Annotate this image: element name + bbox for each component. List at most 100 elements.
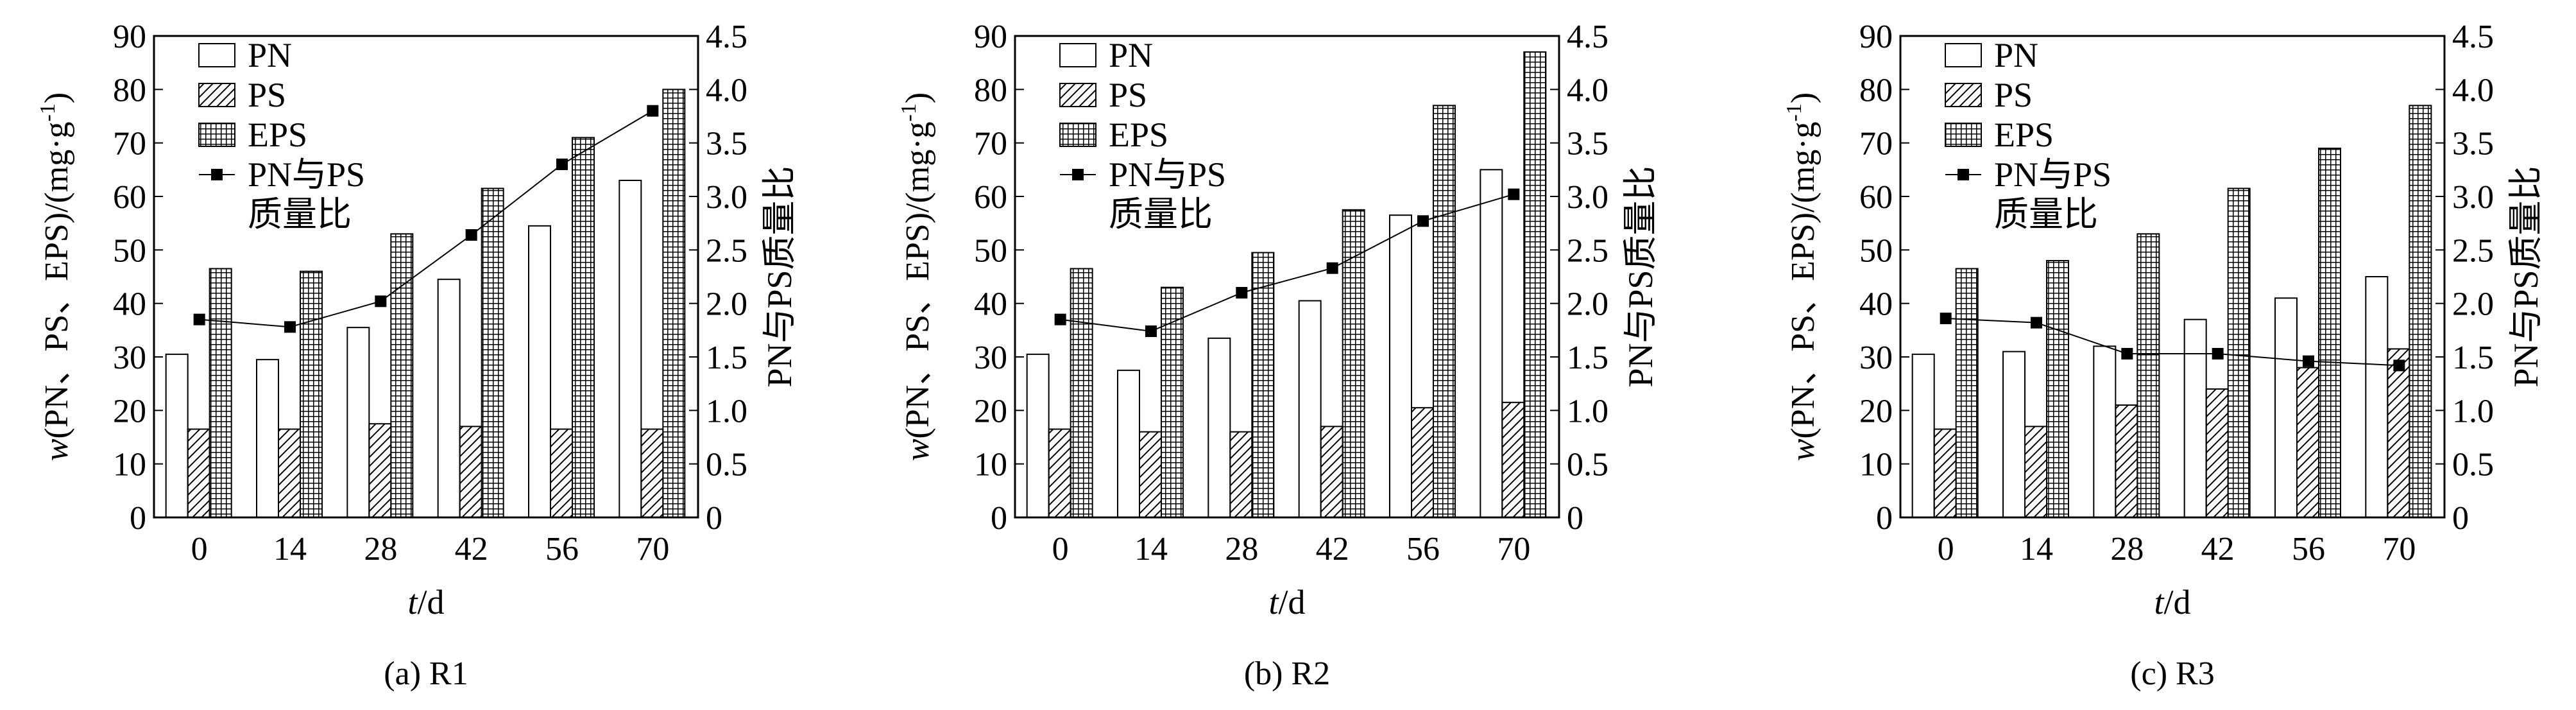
y2-tick-label: 2.5 [706, 232, 747, 269]
bar-eps-56 [2318, 148, 2341, 518]
bar-eps-0 [1955, 268, 1979, 518]
x-tick-label: 0 [1938, 531, 1954, 567]
chart-panel-1: 0 10 20 30 40 50 60 70 80 90 0 0.5 1.0 1.5 2.0 2.5 3.0 3.… [36, 19, 799, 692]
y2-tick-label: 0 [706, 500, 722, 537]
ratio-line [199, 110, 653, 328]
y-tick-label: 0 [130, 500, 146, 537]
bar-pn-0 [1911, 353, 1935, 518]
bar-pn-28 [2093, 345, 2117, 518]
bar-pn-70 [2365, 276, 2389, 518]
y-tick-label: 60 [1859, 179, 1893, 216]
y-tick-label: 70 [974, 126, 1007, 162]
x-tick-label: 70 [1497, 531, 1530, 567]
y2-tick-label: 4.0 [2452, 72, 2494, 108]
ratio-point-70 [2393, 359, 2405, 372]
y2-tick-label: 1.5 [706, 340, 747, 376]
x-axis-label-unit: /d [1279, 583, 1306, 621]
y-tick-label: 0 [1876, 500, 1893, 537]
y-axis-label-close: ) [1785, 92, 1821, 103]
bar-pn-56 [2274, 297, 2298, 518]
legend-label-pn: PN [1994, 36, 2038, 74]
ratio-point-28 [1236, 287, 1248, 299]
bar-eps-42 [481, 187, 504, 518]
y-tick-label: 30 [113, 340, 146, 376]
y-axis-label: w(PN、PS、EPS)/(mg·g-1) [1782, 92, 1821, 461]
ratio-point-14 [284, 321, 296, 333]
x-axis-label: t/d [2154, 583, 2190, 621]
legend-swatch-eps [1945, 123, 1982, 147]
panel-caption: (b) R2 [1244, 655, 1330, 692]
legend-swatch-eps [1059, 123, 1096, 147]
y2-tick-label: 4.5 [2452, 19, 2494, 55]
legend-swatch-ratio-marker [1072, 169, 1084, 180]
y-tick-label: 70 [113, 126, 146, 162]
ratio-point-28 [375, 295, 387, 307]
bar-ps-56 [550, 428, 573, 518]
legend-label-ps: PS [1109, 76, 1147, 114]
legend-label-ratio: PN与PS [248, 155, 365, 194]
y2-tick-label: 1.0 [1567, 393, 1608, 429]
y-tick-label: 40 [113, 286, 146, 323]
chart-panel-3: 0 10 20 30 40 50 60 70 80 90 0 0.5 1.0 1.5 2.0 2.5 3.0 3.… [1782, 19, 2545, 692]
y-axis-label: w(PN、PS、EPS)/(mg·g-1) [897, 92, 936, 461]
y2-tick-label: 0.5 [1567, 447, 1608, 483]
legend-label-ratio-cont: 质量比 [1994, 195, 2098, 234]
x-tick-label: 0 [1052, 531, 1069, 567]
bar-ps-70 [2387, 348, 2410, 518]
bar-eps-28 [2137, 233, 2160, 518]
y-axis-label-sup: -1 [897, 103, 921, 121]
y-axis-label-close: ) [38, 92, 75, 103]
bar-pn-28 [346, 327, 370, 518]
y-tick-label: 10 [113, 447, 146, 483]
y-axis-label-symbol: w [38, 438, 75, 461]
y-axis-label-body: (PN、PS、EPS)/(mg·g [900, 121, 936, 438]
bar-eps-56 [1433, 105, 1456, 519]
y-tick-label: 10 [1859, 447, 1893, 483]
y-tick-label: 30 [974, 340, 1007, 376]
x-tick-label: 70 [636, 531, 669, 567]
legend-label-eps: EPS [248, 116, 307, 154]
y-axis-label-body: (PN、PS、EPS)/(mg·g [38, 121, 75, 438]
legend-swatch-eps [198, 123, 235, 147]
y2-tick-label: 3.5 [2452, 126, 2494, 162]
y2-axis-label: PN与PS质量比 [1621, 166, 1660, 387]
x-axis-label-unit: /d [2164, 583, 2191, 621]
plot-frame [1899, 35, 2446, 519]
y-tick-label: 50 [974, 232, 1007, 269]
x-tick-label: 28 [2110, 531, 2144, 567]
y-tick-label: 60 [974, 179, 1007, 216]
y2-tick-label: 3.5 [1567, 126, 1608, 162]
y2-tick-label: 1.5 [1567, 340, 1608, 376]
bar-pn-42 [437, 279, 461, 518]
bar-eps-0 [209, 268, 232, 518]
legend-swatch-ps [198, 83, 235, 107]
legend-label-ratio: PN与PS [1109, 155, 1226, 194]
y-axis-label: w(PN、PS、EPS)/(mg·g-1) [36, 92, 75, 461]
bar-ps-56 [2296, 367, 2319, 519]
y-axis-label-sup: -1 [1782, 103, 1806, 121]
y-axis-label-symbol: w [1785, 438, 1821, 461]
bar-pn-70 [1480, 169, 1503, 519]
y2-tick-label: 4.5 [706, 19, 747, 55]
bar-ps-0 [187, 428, 210, 518]
y-tick-label: 90 [974, 19, 1007, 55]
ratio-point-42 [2212, 348, 2224, 359]
bar-ps-42 [1320, 426, 1343, 518]
ratio-point-70 [647, 105, 659, 117]
bar-eps-14 [300, 270, 323, 518]
x-tick-label: 0 [191, 531, 208, 567]
bar-eps-70 [662, 89, 686, 519]
legend-label-eps: EPS [1994, 116, 2054, 154]
y-tick-label: 40 [974, 286, 1007, 323]
bar-pn-14 [256, 359, 279, 519]
legend-swatch-pn [198, 43, 235, 67]
y2-tick-label: 2.5 [1567, 232, 1608, 269]
legend-label-eps: EPS [1109, 116, 1168, 154]
plot-frame [1014, 35, 1560, 519]
ratio-point-70 [1508, 188, 1520, 200]
legend-swatch-ratio-marker [1958, 169, 1969, 180]
x-tick-label: 42 [2201, 531, 2235, 567]
y-tick-label: 0 [991, 500, 1007, 537]
bar-pn-14 [2002, 351, 2026, 519]
